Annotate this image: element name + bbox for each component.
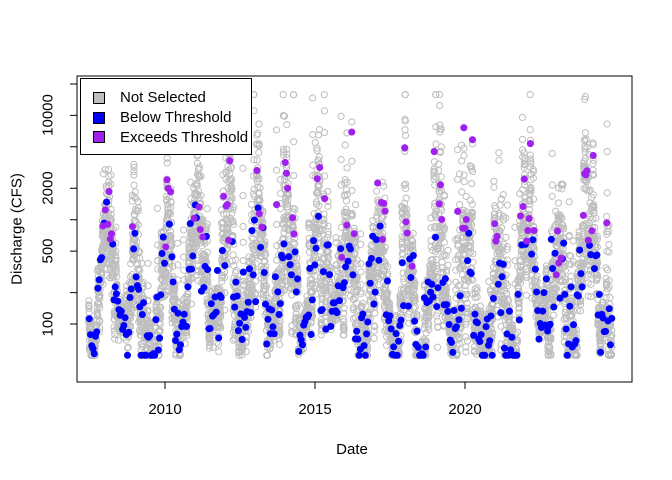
legend-item-exceeds-threshold: Exceeds Threshold: [93, 127, 251, 147]
x-tick-label-2010: 2010: [148, 401, 182, 418]
legend-item-below-threshold: Below Threshold: [93, 108, 251, 128]
legend-label-exceeds-threshold: Exceeds Threshold: [120, 128, 249, 146]
y-tick-label-100: 100: [39, 311, 57, 337]
legend-swatch-below-threshold: [93, 111, 105, 124]
legend-label-below-threshold: Below Threshold: [120, 109, 232, 127]
y-tick-label-10000: 10000: [39, 94, 57, 136]
legend-swatch-exceeds-threshold: [93, 131, 105, 144]
y-axis-title: Discharge (CFS): [8, 173, 26, 285]
x-axis-title: Date: [336, 441, 368, 458]
legend: Not Selected Below Threshold Exceeds Thr…: [80, 78, 252, 155]
legend-item-not-selected: Not Selected: [93, 88, 251, 108]
x-tick-label-2020: 2020: [448, 401, 482, 418]
y-tick-label-2000: 2000: [39, 171, 57, 205]
legend-label-not-selected: Not Selected: [120, 89, 206, 107]
legend-swatch-not-selected: [93, 91, 105, 104]
x-tick-label-2015: 2015: [298, 401, 332, 418]
y-tick-label-500: 500: [39, 238, 57, 264]
